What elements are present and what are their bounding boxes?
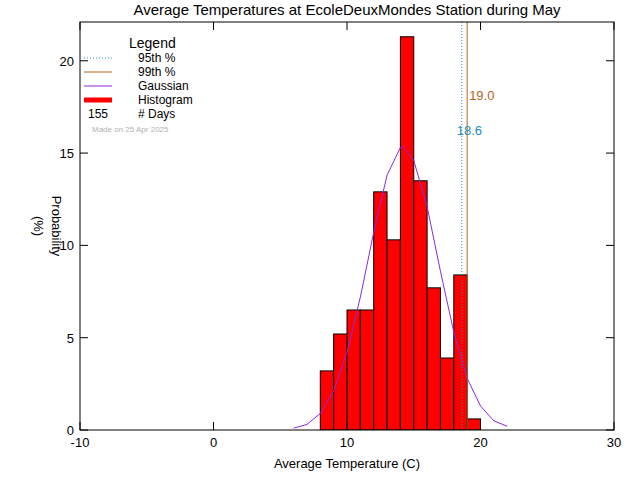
y-tick <box>80 430 88 431</box>
legend-label: Gaussian <box>138 79 189 93</box>
legend-swatch <box>84 72 112 73</box>
y-tick-label: 15 <box>60 146 74 161</box>
y-tick-right <box>606 153 614 154</box>
percentile-label: 19.0 <box>469 88 494 103</box>
percentile-line <box>467 22 468 430</box>
y-tick <box>80 245 88 246</box>
y-tick-label: 5 <box>67 331 74 346</box>
x-tick-top <box>213 22 214 30</box>
legend-label: 95th % <box>138 51 176 65</box>
histogram-bar <box>414 181 427 430</box>
x-tick-label: 10 <box>340 435 354 450</box>
histogram-bar <box>320 371 333 430</box>
legend-title: Legend <box>129 35 176 51</box>
y-tick-right <box>606 60 614 61</box>
percentile-label: 18.6 <box>457 123 482 138</box>
y-tick <box>80 153 88 154</box>
x-tick-top <box>614 22 615 30</box>
days-label: # Days <box>138 107 175 121</box>
y-tick <box>80 60 88 61</box>
histogram-bar <box>334 334 347 430</box>
y-tick <box>80 337 88 338</box>
histogram-bar <box>467 419 480 430</box>
x-tick-label: 0 <box>210 435 217 450</box>
y-tick-right <box>606 245 614 246</box>
y-tick-label: 20 <box>60 54 74 69</box>
histogram-bar <box>347 310 360 430</box>
x-tick-top <box>80 22 81 30</box>
histogram-bar <box>360 310 373 430</box>
title: Average Temperatures at EcoleDeuxMondes … <box>133 1 561 18</box>
y-tick-label: 0 <box>67 423 74 438</box>
y-tick-right <box>606 430 614 431</box>
y-axis-label: Probability(%) <box>31 196 64 257</box>
x-tick-label: 30 <box>607 435 621 450</box>
histogram-bar <box>400 37 413 430</box>
legend-label: Histogram <box>138 93 193 107</box>
legend: Legend95th %99th %GaussianHistogram 155 # … <box>84 35 193 134</box>
days-count: 155 <box>88 107 108 121</box>
histogram-bar <box>387 240 400 430</box>
legend-swatch <box>84 98 112 103</box>
x-axis-label: Average Temperature (C) <box>274 456 420 471</box>
x-tick <box>80 422 81 430</box>
x-tick <box>347 422 348 430</box>
legend-swatch <box>84 58 112 59</box>
histogram-bar <box>454 275 467 430</box>
x-tick <box>480 422 481 430</box>
note: Made on 25 Apr 2025 <box>92 125 169 134</box>
y-axis-label-part: (%) <box>31 216 46 236</box>
legend-label: 99th % <box>138 65 176 79</box>
x-tick <box>614 422 615 430</box>
histogram-bar <box>440 358 453 430</box>
chart: 18.619.0-10010203005101520Average Temper… <box>0 0 640 480</box>
y-tick-right <box>606 337 614 338</box>
background <box>0 0 640 480</box>
y-axis-label-part: Probability <box>49 196 64 257</box>
plot-area <box>294 22 508 430</box>
percentile-line <box>461 22 462 430</box>
plot-frame <box>80 22 614 430</box>
gaussian-line <box>294 147 508 429</box>
x-tick <box>213 422 214 430</box>
x-tick-top <box>480 22 481 30</box>
legend-swatch <box>84 86 112 87</box>
histogram-bar <box>427 288 440 430</box>
x-tick-top <box>347 22 348 30</box>
x-tick-label: 20 <box>473 435 487 450</box>
histogram-bar <box>374 192 387 430</box>
